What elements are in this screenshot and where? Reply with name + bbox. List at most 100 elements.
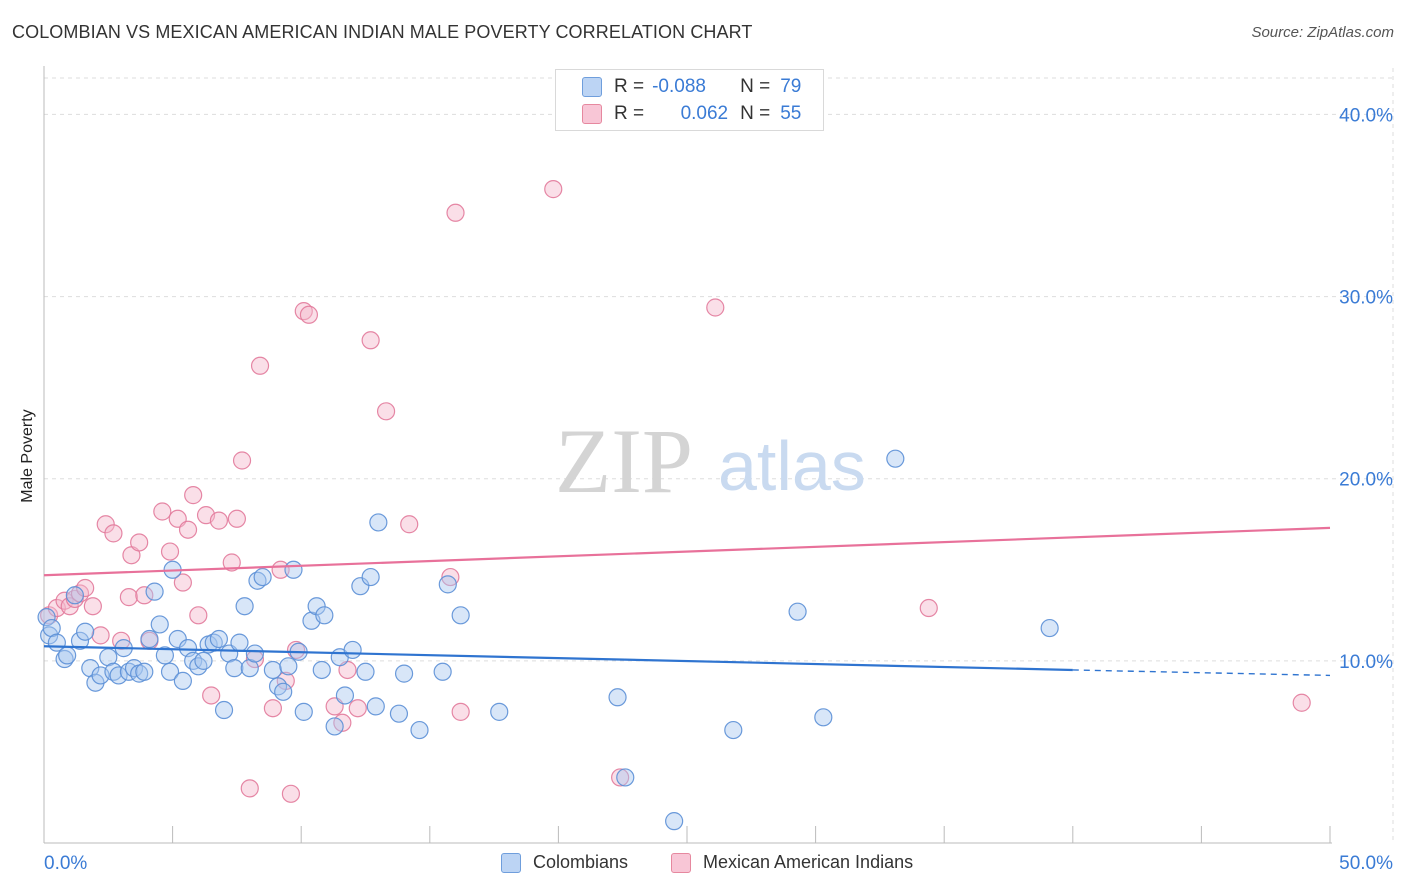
- data-point: [886, 449, 905, 468]
- data-point: [389, 704, 409, 723]
- data-point: [400, 515, 419, 534]
- data-point: [665, 812, 684, 831]
- watermark-atlas: atlas: [718, 427, 866, 505]
- data-point: [112, 631, 131, 650]
- r-label: R =: [614, 103, 645, 124]
- data-point: [96, 515, 115, 534]
- y-tick-label: 40.0%: [1339, 105, 1393, 126]
- data-point: [268, 677, 288, 696]
- y-tick-label: 10.0%: [1339, 652, 1393, 673]
- trend-line-colombians-extrapolated: [1072, 669, 1331, 677]
- n-value: 79: [780, 76, 802, 97]
- data-point: [40, 626, 59, 645]
- n-label: N =: [740, 76, 771, 97]
- legend-item-colombians: Colombians: [501, 852, 628, 873]
- data-point: [173, 573, 192, 592]
- data-point: [235, 597, 254, 616]
- data-point: [91, 626, 110, 645]
- data-point: [335, 686, 355, 705]
- data-point: [209, 511, 228, 530]
- data-point: [438, 575, 457, 594]
- data-point: [281, 784, 301, 803]
- data-point: [376, 402, 396, 421]
- data-point: [724, 720, 743, 740]
- data-point: [263, 660, 283, 680]
- data-point: [168, 629, 187, 649]
- blue-swatch: [582, 77, 602, 97]
- data-point: [410, 720, 429, 740]
- data-point: [356, 662, 375, 681]
- data-point: [70, 631, 90, 650]
- data-point: [394, 664, 414, 683]
- data-point: [361, 331, 380, 350]
- source-label: Source: ZipAtlas.com: [1251, 24, 1394, 41]
- data-point: [76, 578, 95, 598]
- data-point: [153, 502, 172, 521]
- watermark: ZIP atlas: [555, 410, 866, 512]
- data-point: [160, 662, 180, 681]
- series-legend: Colombians Mexican American Indians: [0, 852, 1406, 876]
- data-point: [325, 717, 344, 736]
- blue-swatch: [501, 852, 521, 873]
- data-point: [286, 640, 306, 660]
- data-point: [135, 586, 154, 605]
- chart-title: COLOMBIAN VS MEXICAN AMERICAN INDIAN MAL…: [12, 22, 753, 42]
- data-point: [214, 700, 234, 720]
- data-point: [919, 598, 938, 618]
- r-value: -0.088: [652, 76, 706, 97]
- data-point: [150, 615, 169, 634]
- data-point: [173, 671, 192, 690]
- data-point: [451, 606, 470, 625]
- data-point: [284, 560, 303, 579]
- y-tick-label: 30.0%: [1339, 288, 1393, 309]
- data-point: [160, 542, 180, 561]
- watermark-zip: ZIP: [555, 410, 693, 512]
- data-point: [351, 577, 370, 596]
- data-point: [135, 662, 154, 681]
- data-point: [76, 622, 95, 641]
- data-point: [433, 662, 452, 681]
- x-tick-label-min: 0.0%: [44, 853, 87, 874]
- data-point: [230, 633, 249, 652]
- data-point: [490, 702, 509, 721]
- data-point: [245, 644, 265, 663]
- r-label: R =: [614, 76, 645, 97]
- data-point: [315, 606, 334, 625]
- data-point: [312, 660, 331, 680]
- data-point: [544, 180, 563, 199]
- data-point: [446, 203, 465, 222]
- data-point: [307, 597, 326, 616]
- r-value: 0.062: [680, 103, 729, 124]
- pink-swatch: [671, 852, 691, 873]
- data-point: [348, 699, 367, 718]
- data-point: [788, 602, 807, 621]
- data-point: [184, 486, 203, 505]
- data-point: [274, 682, 293, 701]
- tick-labels: 10.0% 20.0% 30.0% 40.0% 0.0% 50.0%: [44, 105, 1393, 874]
- data-point: [194, 651, 213, 670]
- legend-label-mexican-american-indians: Mexican American Indians: [703, 852, 914, 872]
- n-label: N =: [740, 103, 771, 124]
- data-point: [279, 657, 298, 676]
- data-point: [227, 509, 246, 528]
- trend-lines: [43, 526, 1331, 677]
- data-point: [361, 567, 380, 587]
- data-point: [130, 533, 149, 552]
- data-point: [250, 356, 270, 375]
- data-point: [263, 699, 283, 718]
- legend-item-mexican-american-indians: Mexican American Indians: [671, 852, 913, 873]
- data-point: [232, 451, 252, 470]
- data-point: [253, 567, 272, 587]
- data-point: [451, 702, 470, 721]
- x-tick-label-max: 50.0%: [1339, 853, 1393, 874]
- data-point: [1040, 618, 1059, 638]
- legend-label-colombians: Colombians: [533, 852, 629, 872]
- data-point: [178, 520, 198, 539]
- data-point: [145, 582, 164, 601]
- data-point: [706, 298, 725, 317]
- legend-row-colombians: R = -0.088 N = 79: [582, 76, 801, 98]
- data-point: [1292, 693, 1311, 712]
- data-point: [83, 597, 102, 616]
- data-point: [441, 567, 460, 587]
